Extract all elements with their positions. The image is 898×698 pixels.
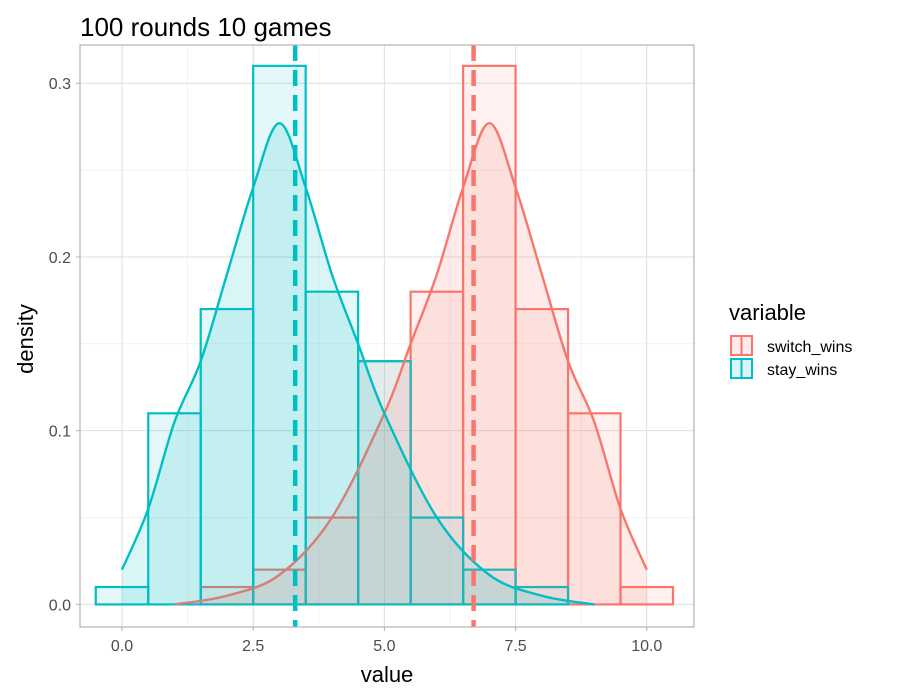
x-tick-label: 0.0	[111, 638, 133, 655]
x-tick-label: 2.5	[242, 638, 264, 655]
x-axis-title: value	[361, 662, 414, 687]
y-tick-label: 0.0	[49, 597, 71, 614]
legend-item-switch_wins: switch_wins	[731, 336, 852, 356]
legend-label-switch_wins: switch_wins	[767, 339, 852, 356]
y-tick-label: 0.3	[49, 76, 71, 93]
x-tick-label: 5.0	[373, 638, 395, 655]
y-tick-label: 0.1	[49, 424, 71, 441]
y-axis-title: density	[13, 304, 38, 374]
x-tick-label: 10.0	[631, 638, 662, 655]
x-tick-label: 7.5	[504, 638, 526, 655]
legend-items: switch_wins stay_wins	[731, 336, 852, 379]
chart-title: 100 rounds 10 games	[80, 12, 332, 42]
legend-item-stay_wins: stay_wins	[731, 359, 837, 379]
legend-title: variable	[729, 300, 806, 325]
legend-label-stay_wins: stay_wins	[767, 362, 837, 379]
y-tick-label: 0.2	[49, 250, 71, 267]
legend: variable switch_wins stay_wins	[729, 300, 852, 379]
